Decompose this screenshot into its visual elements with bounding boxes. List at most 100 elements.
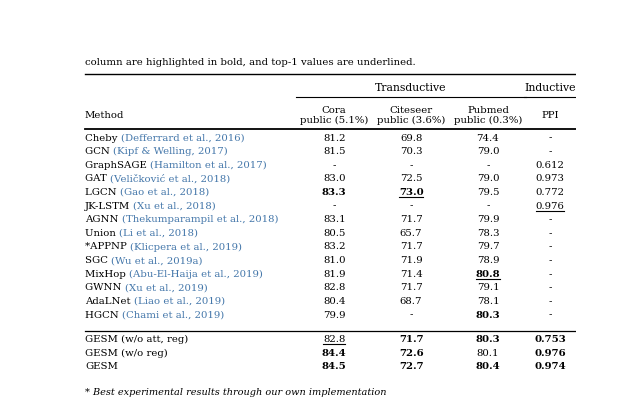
Text: -: - [486, 201, 490, 210]
Text: 79.9: 79.9 [323, 310, 346, 319]
Text: PPI: PPI [541, 111, 559, 119]
Text: -: - [410, 160, 413, 169]
Text: 80.4: 80.4 [323, 296, 346, 305]
Text: 72.5: 72.5 [400, 174, 422, 183]
Text: -: - [548, 228, 552, 237]
Text: 79.5: 79.5 [477, 188, 499, 196]
Text: (Klicpera et al., 2019): (Klicpera et al., 2019) [130, 242, 242, 251]
Text: 0.612: 0.612 [536, 160, 564, 169]
Text: (Li et al., 2018): (Li et al., 2018) [119, 228, 198, 237]
Text: GESM (w/o reg): GESM (w/o reg) [85, 348, 168, 357]
Text: -: - [548, 296, 552, 305]
Text: (Wu et al., 2019a): (Wu et al., 2019a) [111, 255, 203, 264]
Text: 79.0: 79.0 [477, 174, 499, 183]
Text: Cheby: Cheby [85, 133, 121, 142]
Text: LGCN: LGCN [85, 188, 120, 196]
Text: (Kipf & Welling, 2017): (Kipf & Welling, 2017) [113, 147, 228, 156]
Text: 70.3: 70.3 [400, 147, 422, 156]
Text: 80.8: 80.8 [476, 269, 500, 278]
Text: -: - [410, 201, 413, 210]
Text: 79.9: 79.9 [477, 215, 499, 224]
Text: 72.7: 72.7 [399, 361, 424, 371]
Text: Cora
public (5.1%): Cora public (5.1%) [300, 105, 369, 125]
Text: (Defferrard et al., 2016): (Defferrard et al., 2016) [121, 133, 244, 142]
Text: (Liao et al., 2019): (Liao et al., 2019) [134, 296, 225, 305]
Text: 0.974: 0.974 [534, 361, 566, 371]
Text: -: - [548, 310, 552, 319]
Text: -: - [548, 147, 552, 156]
Text: 82.8: 82.8 [323, 283, 346, 292]
Text: -: - [548, 133, 552, 142]
Text: 81.5: 81.5 [323, 147, 346, 156]
Text: 71.7: 71.7 [400, 215, 422, 224]
Text: -: - [548, 269, 552, 278]
Text: 83.3: 83.3 [322, 188, 346, 196]
Text: -: - [486, 160, 490, 169]
Text: (Chami et al., 2019): (Chami et al., 2019) [122, 310, 224, 319]
Text: AGNN: AGNN [85, 215, 122, 224]
Text: 83.2: 83.2 [323, 242, 346, 251]
Text: SGC: SGC [85, 255, 111, 264]
Text: 71.7: 71.7 [400, 283, 422, 292]
Text: 0.772: 0.772 [536, 188, 564, 196]
Text: 80.1: 80.1 [477, 348, 499, 357]
Text: GraphSAGE: GraphSAGE [85, 160, 150, 169]
Text: 0.753: 0.753 [534, 334, 566, 343]
Text: 78.1: 78.1 [477, 296, 499, 305]
Text: Citeseer
public (3.6%): Citeseer public (3.6%) [377, 105, 445, 125]
Text: -: - [410, 310, 413, 319]
Text: 79.1: 79.1 [477, 283, 499, 292]
Text: 69.8: 69.8 [400, 133, 422, 142]
Text: (Xu et al., 2018): (Xu et al., 2018) [134, 201, 216, 210]
Text: 79.0: 79.0 [477, 147, 499, 156]
Text: 81.9: 81.9 [323, 269, 346, 278]
Text: -: - [548, 242, 552, 251]
Text: 80.4: 80.4 [476, 361, 500, 371]
Text: 72.6: 72.6 [399, 348, 424, 357]
Text: (Abu-El-Haija et al., 2019): (Abu-El-Haija et al., 2019) [129, 269, 263, 278]
Text: 83.0: 83.0 [323, 174, 346, 183]
Text: 79.7: 79.7 [477, 242, 499, 251]
Text: 68.7: 68.7 [400, 296, 422, 305]
Text: JK-LSTM: JK-LSTM [85, 201, 134, 210]
Text: MixHop: MixHop [85, 269, 129, 278]
Text: 83.1: 83.1 [323, 215, 346, 224]
Text: (Hamilton et al., 2017): (Hamilton et al., 2017) [150, 160, 267, 169]
Text: GESM: GESM [85, 361, 118, 371]
Text: 0.973: 0.973 [536, 174, 564, 183]
Text: -: - [333, 160, 336, 169]
Text: 71.7: 71.7 [400, 242, 422, 251]
Text: 84.5: 84.5 [322, 361, 347, 371]
Text: Pubmed
public (0.3%): Pubmed public (0.3%) [454, 105, 522, 125]
Text: 81.2: 81.2 [323, 133, 346, 142]
Text: (Veličković et al., 2018): (Veličković et al., 2018) [110, 174, 230, 183]
Text: Union: Union [85, 228, 119, 237]
Text: -: - [548, 283, 552, 292]
Text: Method: Method [85, 111, 124, 119]
Text: 0.976: 0.976 [536, 201, 564, 210]
Text: * Best experimental results through our own implementation: * Best experimental results through our … [85, 387, 387, 396]
Text: -: - [333, 201, 336, 210]
Text: 0.976: 0.976 [534, 348, 566, 357]
Text: GESM (w/o att, reg): GESM (w/o att, reg) [85, 334, 188, 343]
Text: (Gao et al., 2018): (Gao et al., 2018) [120, 188, 209, 196]
Text: GAT: GAT [85, 174, 110, 183]
Text: column are highlighted in bold, and top-1 values are underlined.: column are highlighted in bold, and top-… [85, 57, 416, 66]
Text: AdaLNet: AdaLNet [85, 296, 134, 305]
Text: 80.3: 80.3 [476, 334, 500, 343]
Text: 71.7: 71.7 [399, 334, 424, 343]
Text: 73.0: 73.0 [399, 188, 424, 196]
Text: 80.3: 80.3 [476, 310, 500, 319]
Text: 84.4: 84.4 [322, 348, 346, 357]
Text: (Xu et al., 2019): (Xu et al., 2019) [125, 283, 207, 292]
Text: (Thekumparampil et al., 2018): (Thekumparampil et al., 2018) [122, 215, 278, 224]
Text: 82.8: 82.8 [323, 334, 346, 343]
Text: HGCN: HGCN [85, 310, 122, 319]
Text: 78.3: 78.3 [477, 228, 499, 237]
Text: 65.7: 65.7 [400, 228, 422, 237]
Text: 80.5: 80.5 [323, 228, 346, 237]
Text: -: - [548, 215, 552, 224]
Text: Transductive: Transductive [375, 83, 447, 93]
Text: 74.4: 74.4 [477, 133, 499, 142]
Text: Inductive: Inductive [524, 83, 576, 93]
